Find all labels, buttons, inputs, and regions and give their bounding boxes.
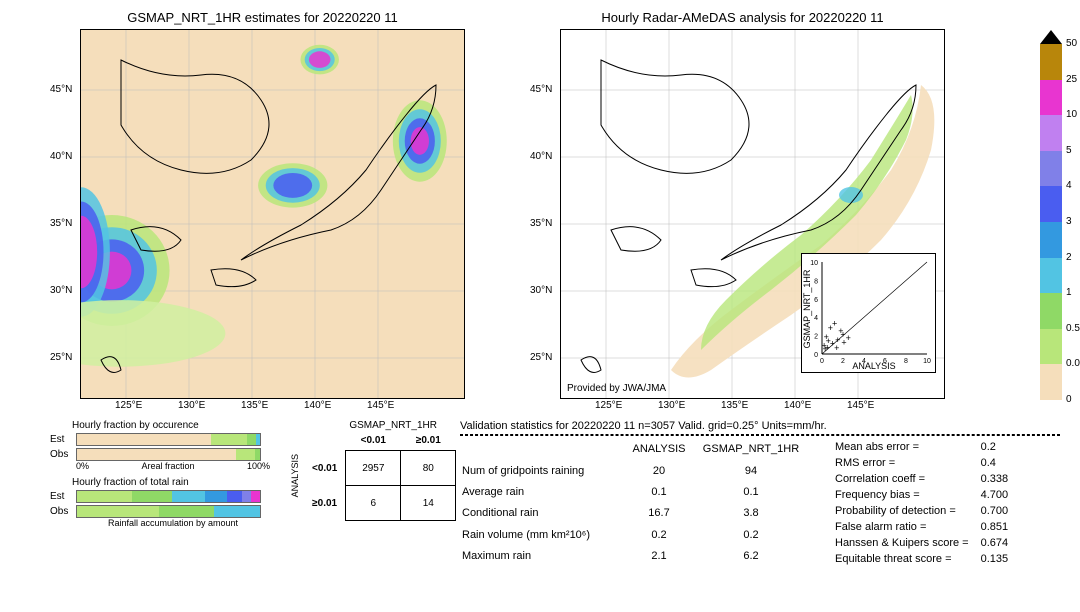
axis-tick: 45°N [50,84,72,95]
colorbar-segment [1040,80,1062,116]
colorbar-tick: 25 [1066,74,1077,85]
axis-tick: 35°N [50,218,72,229]
axis-tick: 125°E [595,400,622,411]
contingency-col-header: GSMAP_NRT_1HR [330,420,456,431]
axis-tick: 140°E [304,400,331,411]
colorbar-tick: 0.01 [1066,358,1080,369]
obs-label: Obs [50,449,72,460]
axis-tick: 35°N [530,218,552,229]
left-map [80,29,465,399]
colorbar-tick: 0 [1066,394,1072,405]
colorbar-segment [1040,258,1062,294]
svg-text:+: + [832,318,837,328]
svg-text:0: 0 [820,358,824,365]
colorbar: 502510543210.50.010 [1040,30,1062,400]
axis-tick: 135°E [721,400,748,411]
svg-text:+: + [838,326,843,336]
svg-text:10: 10 [923,358,931,365]
axis-tick: 145°E [367,400,394,411]
colorbar-segment [1040,293,1062,329]
colorbar-tick: 5 [1066,145,1072,156]
inset-ylabel: GSMAP_NRT_1HR [802,269,812,348]
svg-text:2: 2 [841,358,845,365]
map-attribution: Provided by JWA/JMA [567,383,666,394]
svg-text:10: 10 [810,260,818,267]
left-map-title: GSMAP_NRT_1HR estimates for 20220220 11 [60,10,465,25]
colorbar-segment [1040,222,1062,258]
occurrence-obs-bar [76,448,261,461]
axis-tick: 30°N [50,285,72,296]
colorbar-tick: 3 [1066,216,1072,227]
colorbar-tick: 1 [1066,287,1072,298]
svg-text:8: 8 [904,358,908,365]
colorbar-segment [1040,329,1062,365]
colorbar-tick: 50 [1066,38,1077,49]
right-map-title: Hourly Radar-AMeDAS analysis for 2022022… [540,10,945,25]
axis-tick: 145°E [847,400,874,411]
svg-text:+: + [846,333,851,343]
occurrence-est-bar [76,433,261,446]
validation-panel: Validation statistics for 20220220 11 n=… [460,420,1060,568]
right-map-panel: Hourly Radar-AMeDAS analysis for 2022022… [540,10,945,399]
svg-text:0: 0 [814,352,818,359]
totalrain-est-bar [76,490,261,503]
colorbar-tick: 0.5 [1066,323,1080,334]
colorbar-tick: 2 [1066,252,1072,263]
occurrence-panel: Hourly fraction by occurence Est Obs 0% … [50,420,270,528]
totalrain-title: Hourly fraction of total rain [72,477,270,488]
colorbar-segment [1040,364,1062,400]
axis-tick: 25°N [50,352,72,363]
axis-tick: 40°N [530,151,552,162]
validation-table: ANALYSISGSMAP_NRT_1HR Num of gridpoints … [460,438,813,568]
svg-text:4: 4 [814,315,818,322]
svg-text:+: + [826,336,831,346]
occurrence-title: Hourly fraction by occurence [72,420,270,431]
axis-tick: 140°E [784,400,811,411]
axis-tick: 125°E [115,400,142,411]
svg-text:8: 8 [814,278,818,285]
svg-text:6: 6 [814,297,818,304]
colorbar-tick: 10 [1066,109,1077,120]
colorbar-segment [1040,115,1062,151]
scatter-inset: ++++++++++++++ 0246810 0246810 ANALYSIS … [801,253,936,373]
svg-text:+: + [834,343,839,353]
svg-text:2: 2 [814,334,818,341]
axis-tick: 30°N [530,285,552,296]
inset-xlabel: ANALYSIS [852,361,895,371]
totalrain-obs-bar [76,505,261,518]
colorbar-segment [1040,151,1062,187]
contingency-panel: GSMAP_NRT_1HR ANALYSIS <0.01≥0.01 <0.012… [290,420,456,521]
contingency-row-header: ANALYSIS [290,454,300,497]
validation-stats: Mean abs error =0.2RMS error =0.4Correla… [833,438,1020,568]
axis-tick: 25°N [530,352,552,363]
left-map-panel: GSMAP_NRT_1HR estimates for 20220220 11 [60,10,465,399]
colorbar-tick: 4 [1066,180,1072,191]
right-map: Provided by JWA/JMA ++++++++++++++ 02468… [560,29,945,399]
colorbar-segment [1040,44,1062,80]
axis-tick: 135°E [241,400,268,411]
colorbar-segment [1040,186,1062,222]
axis-tick: 45°N [530,84,552,95]
contingency-table: <0.01≥0.01 <0.01295780 ≥0.01614 [304,431,456,521]
est-label: Est [50,434,72,445]
axis-tick: 130°E [658,400,685,411]
validation-title: Validation statistics for 20220220 11 n=… [460,420,1060,432]
axis-tick: 40°N [50,151,72,162]
axis-tick: 130°E [178,400,205,411]
